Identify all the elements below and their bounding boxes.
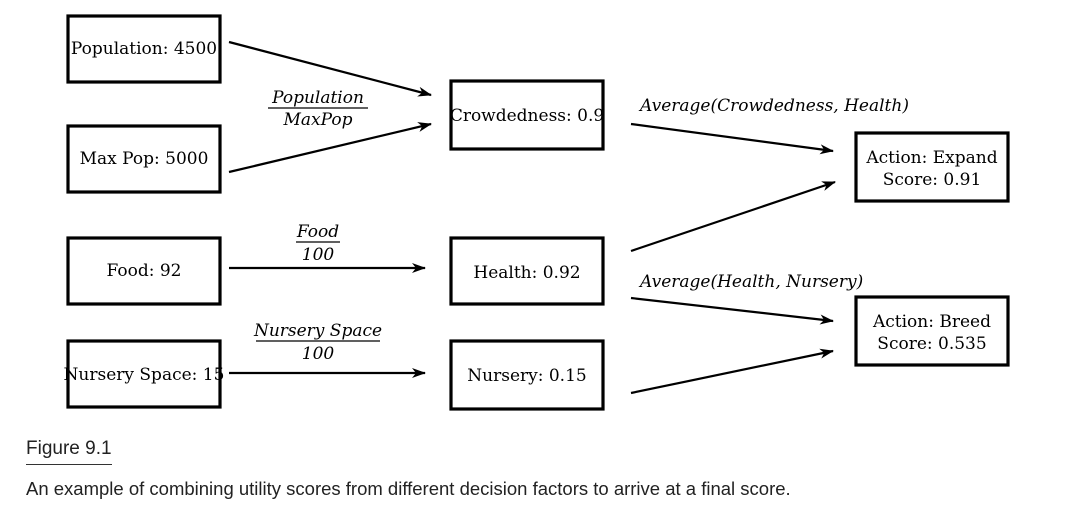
formula-health: Food 100	[296, 222, 340, 265]
formula-nursery: Nursery Space 100	[253, 321, 382, 364]
formula-nursery-denominator: 100	[302, 344, 335, 364]
node-action-breed: Action: Breed Score: 0.535	[854, 295, 1010, 367]
node-action-expand-score: Score: 0.91	[883, 170, 982, 190]
node-nursery-label: Nursery: 0.15	[467, 366, 586, 386]
node-crowdedness: Crowdedness: 0.9	[449, 79, 605, 151]
node-action-expand: Action: Expand Score: 0.91	[854, 131, 1010, 203]
formula-crowdedness: Population MaxPop	[268, 88, 368, 130]
node-food: Food: 92	[66, 236, 222, 306]
edge-health-to-breed	[630, 296, 834, 325]
node-population: Population: 4500	[66, 14, 222, 84]
formula-breed: Average(Health, Nursery)	[638, 272, 863, 292]
node-nursery: Nursery: 0.15	[449, 339, 605, 411]
formula-health-denominator: 100	[302, 245, 335, 265]
node-food-label: Food: 92	[107, 261, 182, 281]
node-health-label: Health: 0.92	[473, 263, 580, 283]
node-action-breed-label: Action: Breed	[872, 312, 991, 332]
node-action-expand-label: Action: Expand	[865, 148, 997, 168]
edge-health-to-expand	[630, 180, 836, 253]
edge-max-pop-to-crowdedness	[228, 122, 432, 174]
edge-population-to-crowdedness	[228, 40, 432, 97]
formula-crowdedness-numerator: Population	[271, 88, 364, 108]
node-action-breed-score: Score: 0.535	[877, 334, 986, 354]
node-health: Health: 0.92	[449, 236, 605, 306]
node-nursery-space-label: Nursery Space: 15	[64, 365, 225, 385]
formula-crowdedness-denominator: MaxPop	[283, 110, 353, 130]
figure-number: Figure 9.1	[26, 438, 112, 465]
node-crowdedness-label: Crowdedness: 0.9	[450, 106, 604, 126]
node-max-pop-label: Max Pop: 5000	[80, 149, 209, 169]
edge-crowdedness-to-expand	[630, 122, 834, 155]
figure-caption: An example of combining utility scores f…	[26, 478, 791, 499]
formula-health-numerator: Food	[296, 222, 339, 242]
edge-nursery-to-breed	[630, 348, 834, 395]
formula-nursery-numerator: Nursery Space	[253, 321, 382, 341]
node-nursery-space: Nursery Space: 15	[64, 339, 225, 409]
formula-expand: Average(Crowdedness, Health)	[638, 96, 909, 116]
node-population-label: Population: 4500	[71, 39, 217, 59]
node-max-pop: Max Pop: 5000	[66, 124, 222, 194]
